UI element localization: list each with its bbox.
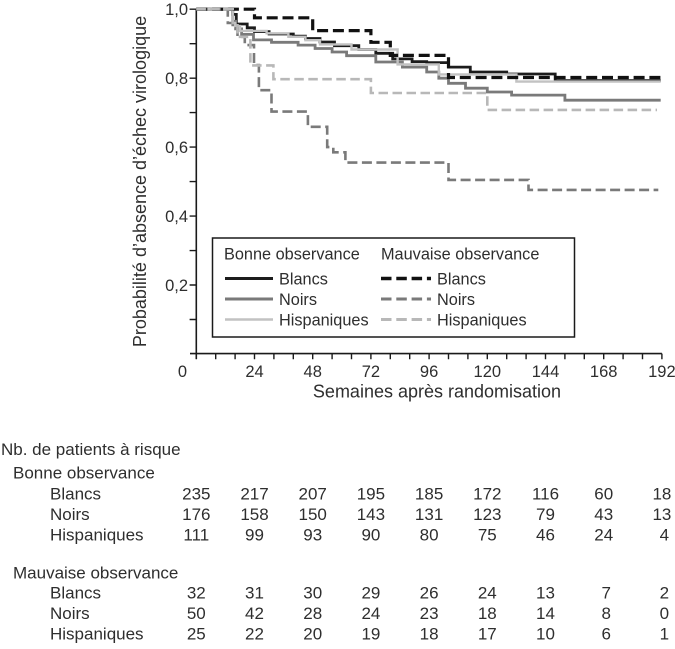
svg-text:144: 144 (532, 363, 560, 381)
svg-text:22: 22 (245, 624, 264, 643)
svg-text:31: 31 (245, 584, 264, 603)
svg-text:24: 24 (361, 604, 380, 623)
svg-text:Probabilité d’absence d’échec: Probabilité d’absence d’échec virologiqu… (130, 16, 150, 347)
svg-text:26: 26 (420, 584, 439, 603)
svg-text:50: 50 (187, 604, 206, 623)
svg-text:29: 29 (361, 584, 380, 603)
svg-text:111: 111 (183, 525, 209, 544)
svg-text:0,4: 0,4 (165, 208, 188, 226)
svg-text:172: 172 (473, 485, 501, 504)
svg-text:143: 143 (357, 505, 385, 524)
svg-text:6: 6 (601, 624, 610, 643)
svg-text:80: 80 (420, 525, 439, 544)
svg-text:79: 79 (536, 505, 555, 524)
svg-text:14: 14 (536, 604, 555, 623)
svg-text:150: 150 (299, 505, 327, 524)
svg-text:195: 195 (357, 485, 385, 504)
svg-text:30: 30 (303, 584, 322, 603)
svg-text:19: 19 (361, 624, 380, 643)
svg-text:Blancs: Blancs (50, 584, 101, 603)
svg-text:Noirs: Noirs (50, 505, 90, 524)
svg-text:13: 13 (536, 584, 555, 603)
svg-text:Hispaniques: Hispaniques (279, 312, 369, 330)
svg-text:158: 158 (240, 505, 268, 524)
svg-text:1,0: 1,0 (165, 1, 188, 19)
svg-text:123: 123 (473, 505, 501, 524)
svg-text:60: 60 (594, 485, 613, 504)
svg-text:4: 4 (660, 525, 669, 544)
svg-text:24: 24 (478, 584, 497, 603)
svg-text:Blancs: Blancs (437, 271, 486, 289)
svg-text:Semaines après randomisation: Semaines après randomisation (313, 381, 561, 401)
svg-text:8: 8 (601, 604, 610, 623)
svg-text:25: 25 (187, 624, 206, 643)
svg-text:Blancs: Blancs (50, 485, 101, 504)
svg-text:207: 207 (299, 485, 327, 504)
svg-text:2: 2 (660, 584, 669, 603)
svg-text:Hispaniques: Hispaniques (437, 312, 527, 330)
svg-text:18: 18 (420, 624, 439, 643)
svg-text:Blancs: Blancs (279, 271, 328, 289)
svg-text:24: 24 (245, 363, 263, 381)
svg-text:43: 43 (594, 505, 613, 524)
svg-text:131: 131 (415, 505, 443, 524)
svg-text:13: 13 (652, 505, 671, 524)
svg-text:120: 120 (474, 363, 502, 381)
svg-text:18: 18 (652, 485, 671, 504)
svg-text:192: 192 (648, 363, 675, 381)
svg-text:32: 32 (187, 584, 206, 603)
svg-text:Noirs: Noirs (50, 604, 90, 623)
svg-text:Bonne observance: Bonne observance (224, 246, 360, 264)
svg-text:116: 116 (532, 485, 559, 504)
svg-text:0: 0 (178, 363, 187, 381)
svg-text:93: 93 (303, 525, 322, 544)
svg-text:46: 46 (536, 525, 555, 544)
svg-text:1: 1 (660, 624, 669, 643)
svg-text:Noirs: Noirs (279, 291, 317, 309)
svg-text:217: 217 (240, 485, 268, 504)
svg-text:185: 185 (415, 485, 443, 504)
svg-text:Noirs: Noirs (437, 291, 475, 309)
svg-text:10: 10 (536, 624, 555, 643)
svg-text:0,2: 0,2 (165, 277, 188, 295)
svg-text:18: 18 (478, 604, 497, 623)
svg-text:7: 7 (601, 584, 610, 603)
svg-text:Mauvaise observance: Mauvaise observance (13, 563, 178, 582)
svg-text:48: 48 (304, 363, 322, 381)
svg-text:176: 176 (182, 505, 210, 524)
svg-text:0,6: 0,6 (165, 139, 188, 157)
svg-text:Hispaniques: Hispaniques (50, 624, 144, 643)
svg-text:Hispaniques: Hispaniques (50, 525, 144, 544)
svg-text:168: 168 (590, 363, 618, 381)
svg-text:96: 96 (420, 363, 438, 381)
svg-text:72: 72 (362, 363, 380, 381)
svg-text:235: 235 (182, 485, 210, 504)
svg-text:28: 28 (303, 604, 322, 623)
svg-text:Bonne observance: Bonne observance (13, 464, 155, 483)
svg-text:24: 24 (594, 525, 613, 544)
svg-text:23: 23 (420, 604, 439, 623)
svg-text:42: 42 (245, 604, 264, 623)
svg-text:99: 99 (245, 525, 264, 544)
svg-text:90: 90 (361, 525, 380, 544)
svg-text:20: 20 (303, 624, 322, 643)
svg-text:17: 17 (478, 624, 497, 643)
svg-text:75: 75 (478, 525, 497, 544)
svg-text:Mauvaise observance: Mauvaise observance (381, 246, 539, 264)
svg-text:0,8: 0,8 (165, 70, 188, 88)
svg-text:Nb. de patients à risque: Nb. de patients à risque (1, 440, 181, 459)
svg-text:0: 0 (660, 604, 669, 623)
